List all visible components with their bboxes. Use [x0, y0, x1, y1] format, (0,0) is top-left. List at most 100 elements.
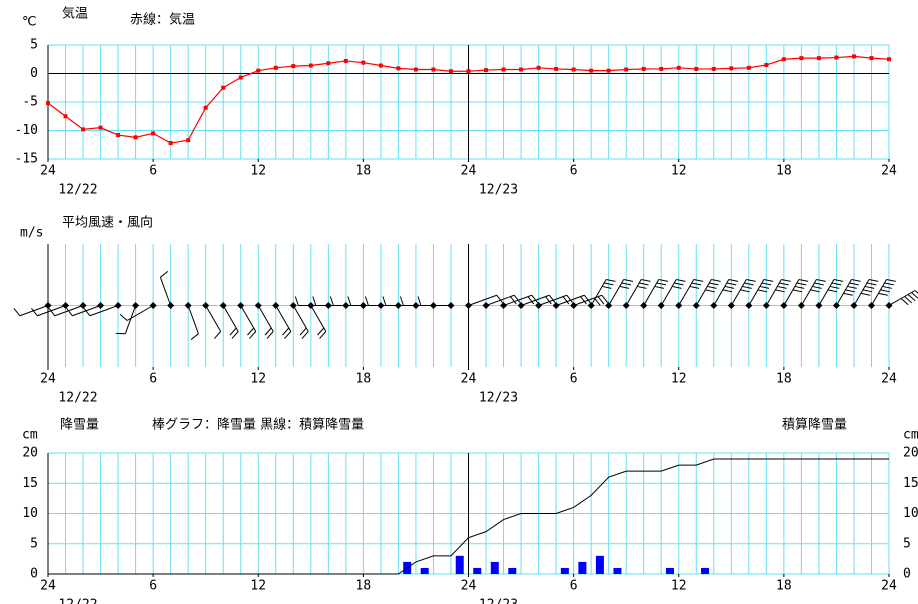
wind-feather: [742, 285, 752, 289]
wind-point: [710, 302, 718, 309]
wind-feather: [266, 331, 274, 339]
wind-feather: [911, 292, 918, 299]
snowfall-bar: [595, 555, 604, 574]
wind-feather: [779, 282, 789, 286]
temperature-point: [186, 138, 191, 143]
wind-point: [184, 302, 192, 309]
wind-feather: [816, 279, 826, 282]
snowfall-bar: [455, 555, 464, 574]
date-label: 12/23: [479, 183, 518, 198]
wind-feather: [417, 296, 422, 306]
wind-feather: [746, 279, 756, 282]
x-tick-label: 12: [671, 579, 687, 594]
wind-feather: [777, 285, 787, 289]
wind-feather: [382, 296, 387, 306]
wind-feather: [531, 294, 539, 303]
snowfall-bar: [613, 567, 622, 574]
wind-feather: [705, 289, 715, 293]
wind-staff: [608, 279, 625, 306]
x-tick-label: 6: [149, 579, 157, 594]
wind-feather: [864, 285, 875, 289]
temperature-point: [273, 65, 278, 70]
y-tick-label: -15: [15, 152, 38, 167]
wind-feather: [810, 289, 820, 293]
wind-feather: [282, 327, 290, 336]
wind-point: [132, 302, 140, 309]
temperature-point: [484, 68, 489, 73]
wind-feather: [231, 331, 239, 339]
wind-feather: [843, 292, 853, 296]
wind-feather: [878, 292, 888, 296]
wind-feather: [792, 289, 803, 293]
y2-tick-label: 20: [903, 446, 918, 461]
wind-feather: [689, 285, 700, 289]
wind-feather: [814, 282, 824, 286]
temperature-point: [501, 67, 506, 72]
wind-point: [745, 302, 753, 309]
x-tick-label: 24: [40, 579, 56, 594]
x-tick-label: 18: [356, 579, 372, 594]
wind-feather: [674, 282, 684, 286]
temperature-point: [519, 67, 524, 72]
wind-feather: [621, 282, 632, 286]
temperature-point: [116, 133, 121, 138]
wind-feather: [312, 296, 317, 306]
chart-subtitle: 棒グラフ：降雪量 黒線：積算降雪量: [152, 417, 364, 433]
temperature-point: [63, 114, 68, 119]
date-label: 12/23: [479, 391, 518, 406]
temperature-point: [659, 66, 664, 71]
wind-feather: [656, 282, 667, 286]
wind-point: [219, 302, 227, 309]
temperature-point: [238, 75, 243, 80]
wind-feather: [580, 296, 587, 305]
x-tick-label: 24: [40, 164, 56, 179]
wind-point: [254, 302, 262, 309]
y2-title: 積算降雪量: [782, 418, 847, 433]
x-tick-label: 12: [250, 579, 266, 594]
wind-feather: [619, 285, 630, 289]
y2-tick-label: 10: [903, 506, 918, 521]
wind-feather: [812, 285, 822, 289]
wind-feather: [66, 308, 73, 317]
wind-point: [465, 302, 472, 309]
temperature-point: [606, 68, 611, 73]
x-tick-label: 18: [776, 164, 792, 179]
temperature-point: [834, 55, 839, 60]
wind-feather: [31, 308, 38, 317]
wind-feather: [907, 294, 916, 302]
wind-feather: [693, 279, 704, 282]
wind-point: [780, 302, 788, 309]
y-tick-label: 5: [30, 536, 38, 551]
wind-feather: [827, 289, 838, 293]
temperature-point: [448, 69, 453, 74]
x-tick-label: 18: [356, 372, 372, 387]
wind-staff: [187, 305, 199, 334]
wind-staff: [643, 279, 660, 306]
date-label: 12/23: [479, 598, 518, 604]
x-tick-label: 6: [149, 372, 157, 387]
wind-feather: [781, 279, 791, 282]
x-tick-label: 6: [570, 579, 578, 594]
wind-feather: [639, 282, 649, 286]
wind-staff: [748, 279, 765, 306]
x-tick-label: 24: [461, 372, 477, 387]
wind-feather: [851, 279, 861, 282]
wind-point: [62, 302, 70, 309]
wind-feather: [709, 282, 719, 286]
wind-feather: [604, 282, 614, 286]
temperature-point: [887, 57, 891, 62]
wind-feather: [641, 279, 651, 282]
wind-feather: [759, 285, 770, 289]
wind-feather: [597, 296, 605, 305]
wind-feather: [214, 331, 222, 339]
y-unit: ℃: [22, 15, 37, 30]
wind-staff: [678, 279, 695, 306]
wind-feather: [707, 285, 717, 289]
temperature-point: [466, 69, 471, 74]
wind-feather: [775, 289, 785, 293]
wind-feather: [119, 313, 128, 321]
wind-feather: [13, 308, 21, 317]
date-label: 12/22: [58, 598, 97, 604]
wind-staff: [520, 294, 550, 306]
wind-feather: [882, 285, 892, 289]
